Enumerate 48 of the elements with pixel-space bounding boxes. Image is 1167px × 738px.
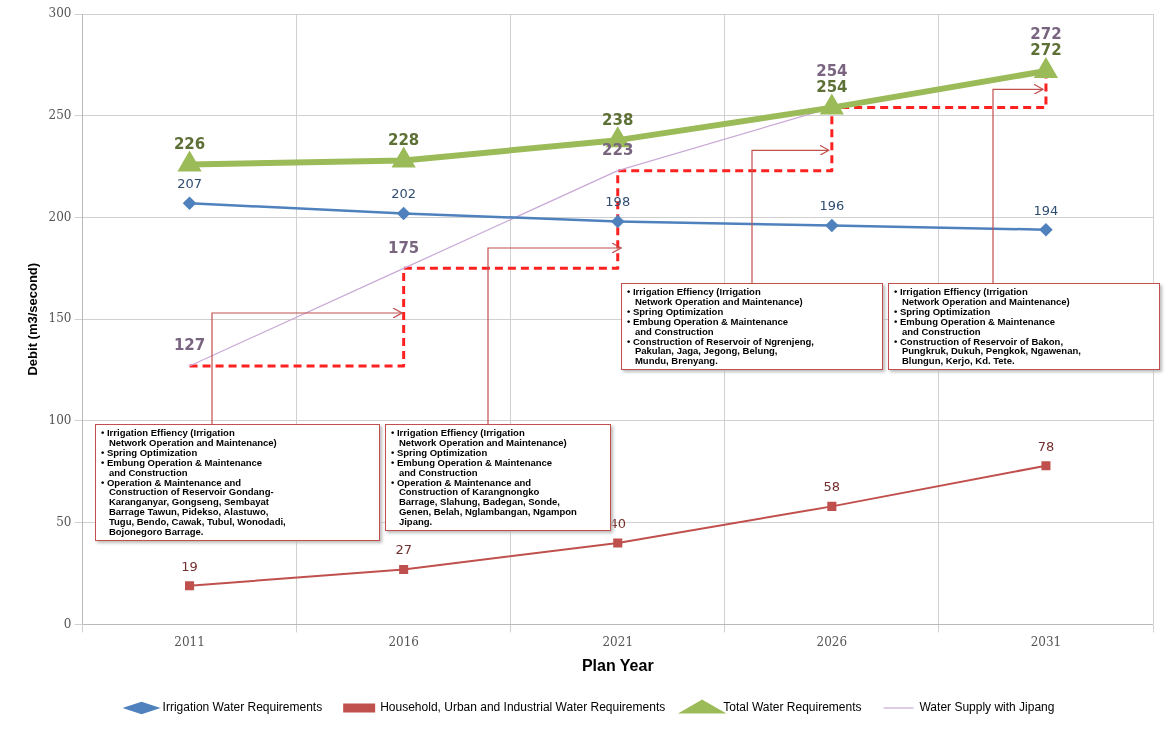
data-label: 78 <box>1037 438 1055 454</box>
point <box>185 581 195 591</box>
x-tick-label: 2011 <box>174 634 205 649</box>
data-label: 238 <box>602 110 634 129</box>
callout-box: • Irrigation Effiency (Irrigation Network Operation and Maintenance) • Spring Optimization • Embung Operation & Maintenance and Construction • Operation & Maintenance and Construction of Karangnongko Barrage, Slahung, Badegan, Sonde, Genen, Belah, Nglambangan, Ngampon Jipang. <box>385 424 611 532</box>
data-label: 194 <box>1033 202 1059 218</box>
data-label: 254 <box>816 61 848 80</box>
y-tick-label: 50 <box>56 514 72 529</box>
callout-box: • Irrigation Effiency (Irrigation Network Operation and Maintenance) • Spring Optimization • Embung Operation & Maintenance and Construction • Construction of Reservoir of Bakon, Pungkruk, Dukuh, Pengkok, Ngawenan, Blungun, Kerjo, Kd. Tete. <box>888 283 1160 371</box>
x-tick-label: 2031 <box>1030 634 1062 649</box>
callout-box: • Irrigation Effiency (Irrigation Network Operation and Maintenance) • Spring Optimization • Embung Operation & Maintenance and Construction • Construction of Reservoir of Ngrenjeng, Pakulan, Jaga, Jegong, Belung, Mundu, Brenyang. <box>621 283 883 371</box>
data-label: 19 <box>181 558 198 574</box>
data-label: 175 <box>388 238 420 257</box>
data-label: 272 <box>1030 41 1062 60</box>
data-label: 272 <box>1030 25 1062 44</box>
point <box>827 501 837 511</box>
data-label: 40 <box>609 515 627 531</box>
x-tick-label: 2016 <box>388 634 419 649</box>
point <box>399 564 409 574</box>
data-label: 127 <box>173 336 206 355</box>
data-label: 228 <box>388 130 420 149</box>
point <box>1041 461 1051 471</box>
legend-label: Household, Urban and Industrial Water Requirements <box>380 700 666 715</box>
data-label: 202 <box>391 186 417 202</box>
x-tick-label: 2026 <box>816 634 848 649</box>
point <box>613 538 623 548</box>
y-tick-label: 250 <box>48 107 72 122</box>
data-label: 196 <box>819 198 845 214</box>
data-label: 226 <box>173 134 206 153</box>
data-label: 207 <box>177 176 202 192</box>
legend-label: Irrigation Water Requirements <box>162 700 323 715</box>
point <box>1034 57 1058 78</box>
y-tick-label: 100 <box>48 413 72 428</box>
legend-label: Water Supply with Jipang <box>919 700 1055 715</box>
x-axis-title: Plan Year <box>581 656 654 674</box>
data-label: 27 <box>395 542 412 558</box>
legend-label: Total Water Requirements <box>723 700 862 715</box>
data-label: 198 <box>605 194 631 210</box>
data-label: 58 <box>823 479 841 495</box>
y-tick-label: 300 <box>48 6 72 21</box>
data-label: 254 <box>816 77 848 96</box>
data-label: 223 <box>602 141 634 160</box>
y-axis-title: Debit (m3/second) <box>25 262 41 376</box>
x-tick-label: 2021 <box>602 634 634 649</box>
y-tick-label: 0 <box>63 616 72 631</box>
callout-box: • Irrigation Effiency (Irrigation Network Operation and Maintenance) • Spring Optimization • Embung Operation & Maintenance and Construction • Operation & Maintenance and Construction of Reservoir Gondang- Karanganyar, Gongseng, Sembayat Barrage Tawun, Pidekso, Alastuwo, Tugu, Bendo, Cawak, Tubul, Wonodadi, Bojonegoro Barrage. <box>95 424 380 541</box>
y-tick-label: 150 <box>48 311 72 326</box>
y-tick-label: 200 <box>48 209 72 224</box>
